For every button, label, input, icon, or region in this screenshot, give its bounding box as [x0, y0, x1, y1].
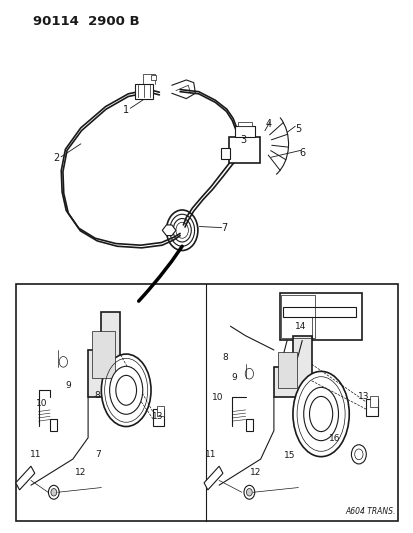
Text: 12: 12 — [75, 469, 86, 477]
Bar — [282, 307, 355, 317]
Ellipse shape — [116, 375, 136, 405]
Text: 90114  2900 B: 90114 2900 B — [33, 15, 140, 28]
Bar — [235, 126, 254, 137]
Text: 2: 2 — [53, 154, 60, 163]
Ellipse shape — [292, 372, 349, 457]
Polygon shape — [204, 466, 222, 490]
Bar — [151, 75, 156, 80]
Polygon shape — [16, 466, 35, 490]
Bar — [279, 293, 361, 341]
Text: 10: 10 — [212, 393, 223, 401]
Bar — [156, 406, 164, 416]
Text: 5: 5 — [294, 124, 301, 134]
Ellipse shape — [101, 354, 151, 426]
Text: 11: 11 — [30, 450, 42, 459]
Text: 13: 13 — [357, 392, 368, 401]
Text: 15: 15 — [283, 451, 295, 460]
Bar — [50, 419, 57, 431]
Bar — [221, 148, 229, 159]
Polygon shape — [162, 225, 176, 236]
Text: 11: 11 — [204, 450, 216, 458]
Bar — [245, 419, 252, 431]
Bar — [366, 399, 377, 416]
Bar — [228, 137, 259, 163]
Text: 12: 12 — [249, 469, 261, 477]
Text: 7: 7 — [221, 223, 227, 233]
Text: 6: 6 — [299, 148, 304, 158]
Bar — [237, 122, 252, 126]
Text: 16: 16 — [328, 434, 339, 442]
Circle shape — [51, 489, 57, 496]
Polygon shape — [273, 336, 311, 398]
Text: 4: 4 — [265, 119, 271, 128]
Ellipse shape — [109, 366, 142, 414]
Ellipse shape — [303, 387, 338, 441]
Bar — [16, 284, 397, 521]
Bar — [134, 84, 153, 99]
Bar — [369, 396, 377, 407]
Text: 10: 10 — [36, 399, 47, 408]
Text: 8: 8 — [222, 353, 228, 361]
Text: 3: 3 — [240, 135, 245, 144]
Bar — [277, 352, 296, 388]
Text: 8: 8 — [94, 391, 100, 400]
Bar — [152, 409, 164, 426]
Text: 13: 13 — [151, 413, 163, 421]
Text: 14: 14 — [294, 322, 306, 331]
Text: 9: 9 — [231, 373, 237, 382]
Text: 9: 9 — [65, 381, 71, 390]
Bar — [281, 295, 314, 338]
Text: A604 TRANS.: A604 TRANS. — [344, 507, 394, 516]
Text: 1: 1 — [123, 106, 129, 115]
Ellipse shape — [309, 397, 332, 432]
Polygon shape — [88, 312, 120, 398]
Text: 7: 7 — [95, 450, 101, 458]
Circle shape — [246, 489, 252, 496]
Bar — [92, 331, 114, 378]
